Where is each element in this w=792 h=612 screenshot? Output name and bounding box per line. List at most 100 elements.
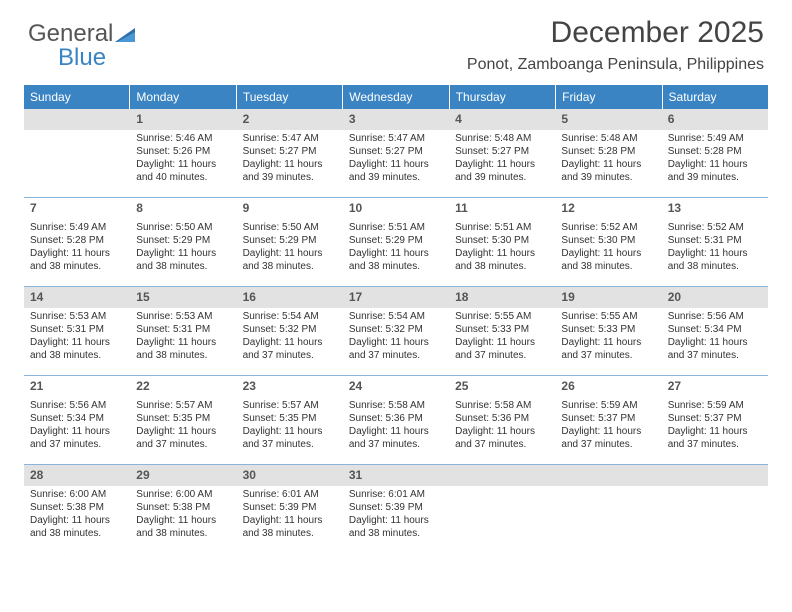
day-body: Sunrise: 5:47 AMSunset: 5:27 PMDaylight:… <box>237 132 343 184</box>
day-number: 31 <box>343 465 449 486</box>
day-cell: 13Sunrise: 5:52 AMSunset: 5:31 PMDayligh… <box>662 198 768 286</box>
daylight-line: Daylight: 11 hours and 37 minutes. <box>349 336 443 362</box>
sunrise-line: Sunrise: 5:50 AM <box>136 221 230 234</box>
sunrise-line: Sunrise: 5:51 AM <box>455 221 549 234</box>
day-cell: 6Sunrise: 5:49 AMSunset: 5:28 PMDaylight… <box>662 109 768 197</box>
day-number <box>24 109 130 130</box>
sunset-line: Sunset: 5:27 PM <box>243 145 337 158</box>
daylight-line: Daylight: 11 hours and 37 minutes. <box>455 425 549 451</box>
weekday-header: Sunday <box>24 85 130 109</box>
sunset-line: Sunset: 5:28 PM <box>668 145 762 158</box>
daylight-line: Daylight: 11 hours and 37 minutes. <box>561 336 655 362</box>
sunrise-line: Sunrise: 5:50 AM <box>243 221 337 234</box>
day-body: Sunrise: 5:51 AMSunset: 5:30 PMDaylight:… <box>449 221 555 273</box>
sunrise-line: Sunrise: 5:56 AM <box>30 399 124 412</box>
day-body: Sunrise: 5:56 AMSunset: 5:34 PMDaylight:… <box>662 310 768 362</box>
day-cell: 20Sunrise: 5:56 AMSunset: 5:34 PMDayligh… <box>662 287 768 375</box>
day-number: 7 <box>24 198 130 219</box>
weekday-header: Saturday <box>663 85 768 109</box>
sunrise-line: Sunrise: 5:52 AM <box>668 221 762 234</box>
sunset-line: Sunset: 5:31 PM <box>30 323 124 336</box>
calendar-grid: SundayMondayTuesdayWednesdayThursdayFrid… <box>24 85 768 553</box>
sunset-line: Sunset: 5:36 PM <box>455 412 549 425</box>
sunrise-line: Sunrise: 6:01 AM <box>243 488 337 501</box>
day-number <box>449 465 555 486</box>
day-cell-empty <box>662 465 768 553</box>
daylight-line: Daylight: 11 hours and 38 minutes. <box>349 247 443 273</box>
day-cell: 22Sunrise: 5:57 AMSunset: 5:35 PMDayligh… <box>130 376 236 464</box>
sunrise-line: Sunrise: 5:48 AM <box>561 132 655 145</box>
daylight-line: Daylight: 11 hours and 38 minutes. <box>136 336 230 362</box>
sunrise-line: Sunrise: 5:51 AM <box>349 221 443 234</box>
sunset-line: Sunset: 5:34 PM <box>30 412 124 425</box>
sunset-line: Sunset: 5:36 PM <box>349 412 443 425</box>
daylight-line: Daylight: 11 hours and 37 minutes. <box>243 425 337 451</box>
day-body: Sunrise: 5:57 AMSunset: 5:35 PMDaylight:… <box>130 399 236 451</box>
day-number: 17 <box>343 287 449 308</box>
day-cell: 19Sunrise: 5:55 AMSunset: 5:33 PMDayligh… <box>555 287 661 375</box>
day-number: 30 <box>237 465 343 486</box>
daylight-line: Daylight: 11 hours and 38 minutes. <box>349 514 443 540</box>
day-cell: 25Sunrise: 5:58 AMSunset: 5:36 PMDayligh… <box>449 376 555 464</box>
daylight-line: Daylight: 11 hours and 39 minutes. <box>668 158 762 184</box>
day-cell: 15Sunrise: 5:53 AMSunset: 5:31 PMDayligh… <box>130 287 236 375</box>
daylight-line: Daylight: 11 hours and 37 minutes. <box>30 425 124 451</box>
day-body: Sunrise: 5:56 AMSunset: 5:34 PMDaylight:… <box>24 399 130 451</box>
day-cell: 1Sunrise: 5:46 AMSunset: 5:26 PMDaylight… <box>130 109 236 197</box>
sunset-line: Sunset: 5:35 PM <box>136 412 230 425</box>
day-cell: 29Sunrise: 6:00 AMSunset: 5:38 PMDayligh… <box>130 465 236 553</box>
sunset-line: Sunset: 5:28 PM <box>30 234 124 247</box>
day-body: Sunrise: 5:50 AMSunset: 5:29 PMDaylight:… <box>237 221 343 273</box>
sunrise-line: Sunrise: 5:48 AM <box>455 132 549 145</box>
day-number: 27 <box>662 376 768 397</box>
day-cell-empty <box>24 109 130 197</box>
weeks-container: 1Sunrise: 5:46 AMSunset: 5:26 PMDaylight… <box>24 109 768 553</box>
day-body: Sunrise: 5:52 AMSunset: 5:31 PMDaylight:… <box>662 221 768 273</box>
day-cell: 14Sunrise: 5:53 AMSunset: 5:31 PMDayligh… <box>24 287 130 375</box>
day-cell: 12Sunrise: 5:52 AMSunset: 5:30 PMDayligh… <box>555 198 661 286</box>
daylight-line: Daylight: 11 hours and 38 minutes. <box>243 247 337 273</box>
day-body: Sunrise: 5:57 AMSunset: 5:35 PMDaylight:… <box>237 399 343 451</box>
sunset-line: Sunset: 5:37 PM <box>668 412 762 425</box>
day-number: 20 <box>662 287 768 308</box>
week-row: 1Sunrise: 5:46 AMSunset: 5:26 PMDaylight… <box>24 109 768 197</box>
logo-mark-icon <box>115 24 139 49</box>
day-number: 19 <box>555 287 661 308</box>
daylight-line: Daylight: 11 hours and 37 minutes. <box>349 425 443 451</box>
sunrise-line: Sunrise: 6:01 AM <box>349 488 443 501</box>
sunrise-line: Sunrise: 5:53 AM <box>30 310 124 323</box>
day-number: 4 <box>449 109 555 130</box>
sunset-line: Sunset: 5:33 PM <box>561 323 655 336</box>
day-cell: 31Sunrise: 6:01 AMSunset: 5:39 PMDayligh… <box>343 465 449 553</box>
day-number: 28 <box>24 465 130 486</box>
day-number: 29 <box>130 465 236 486</box>
day-cell: 11Sunrise: 5:51 AMSunset: 5:30 PMDayligh… <box>449 198 555 286</box>
location-subtitle: Ponot, Zamboanga Peninsula, Philippines <box>467 56 764 74</box>
daylight-line: Daylight: 11 hours and 37 minutes. <box>668 425 762 451</box>
day-cell: 21Sunrise: 5:56 AMSunset: 5:34 PMDayligh… <box>24 376 130 464</box>
day-cell: 23Sunrise: 5:57 AMSunset: 5:35 PMDayligh… <box>237 376 343 464</box>
weekday-header: Friday <box>556 85 662 109</box>
sunrise-line: Sunrise: 5:47 AM <box>243 132 337 145</box>
day-body: Sunrise: 5:52 AMSunset: 5:30 PMDaylight:… <box>555 221 661 273</box>
day-body: Sunrise: 6:00 AMSunset: 5:38 PMDaylight:… <box>24 488 130 540</box>
day-body: Sunrise: 5:54 AMSunset: 5:32 PMDaylight:… <box>343 310 449 362</box>
day-number: 14 <box>24 287 130 308</box>
day-number: 1 <box>130 109 236 130</box>
sunset-line: Sunset: 5:32 PM <box>243 323 337 336</box>
day-cell: 16Sunrise: 5:54 AMSunset: 5:32 PMDayligh… <box>237 287 343 375</box>
sunset-line: Sunset: 5:39 PM <box>349 501 443 514</box>
daylight-line: Daylight: 11 hours and 38 minutes. <box>136 514 230 540</box>
day-number: 9 <box>237 198 343 219</box>
day-number: 8 <box>130 198 236 219</box>
day-cell: 3Sunrise: 5:47 AMSunset: 5:27 PMDaylight… <box>343 109 449 197</box>
sunset-line: Sunset: 5:39 PM <box>243 501 337 514</box>
sunrise-line: Sunrise: 6:00 AM <box>136 488 230 501</box>
sunrise-line: Sunrise: 5:58 AM <box>349 399 443 412</box>
daylight-line: Daylight: 11 hours and 38 minutes. <box>668 247 762 273</box>
sunrise-line: Sunrise: 5:59 AM <box>668 399 762 412</box>
day-body: Sunrise: 5:50 AMSunset: 5:29 PMDaylight:… <box>130 221 236 273</box>
day-body: Sunrise: 6:01 AMSunset: 5:39 PMDaylight:… <box>343 488 449 540</box>
sunset-line: Sunset: 5:29 PM <box>243 234 337 247</box>
daylight-line: Daylight: 11 hours and 38 minutes. <box>561 247 655 273</box>
